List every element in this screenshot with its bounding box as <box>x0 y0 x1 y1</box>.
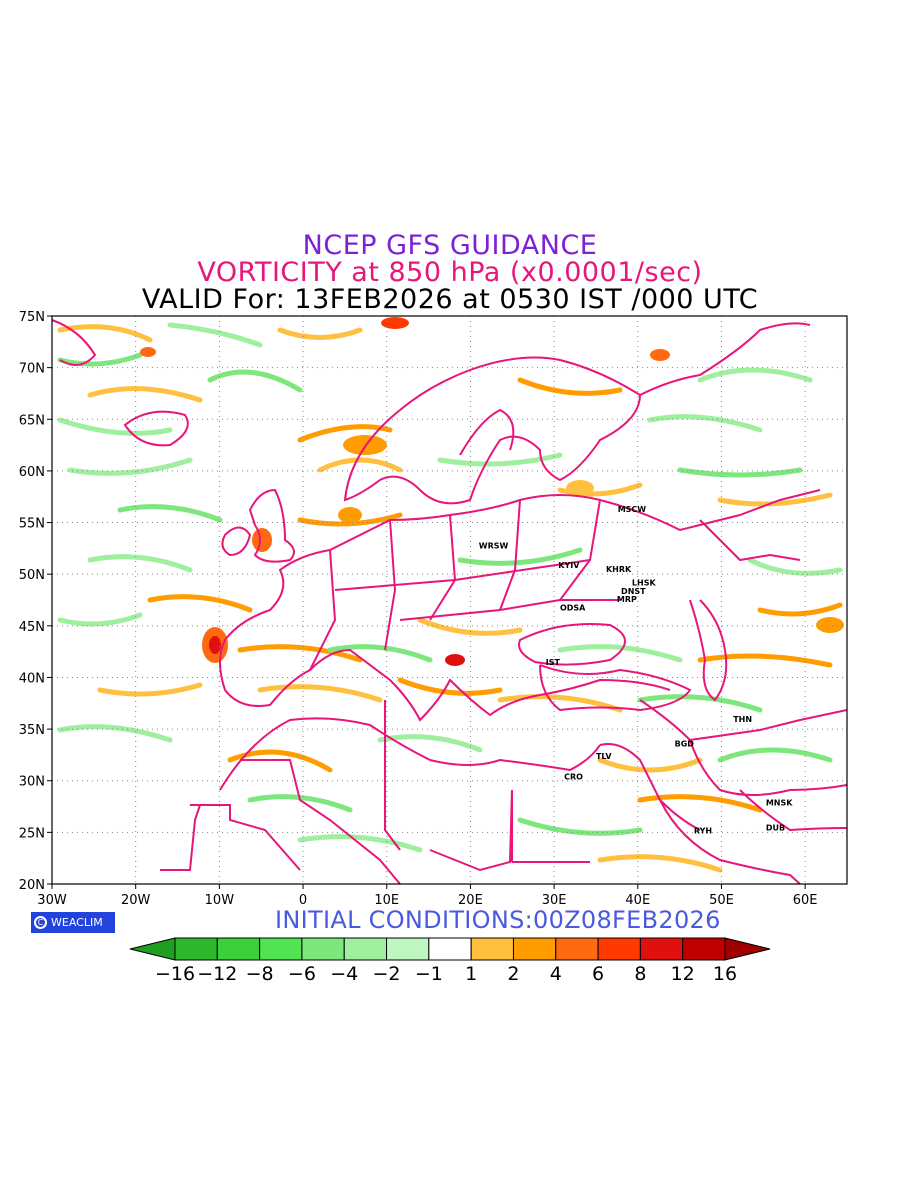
city-label: THN <box>733 715 752 724</box>
vorticity-field-layer <box>57 317 844 873</box>
weaclim-logo-text: WEACLIM <box>51 916 103 929</box>
y-tick-label: 50N <box>19 568 45 583</box>
y-tick-label: 55N <box>19 517 45 532</box>
city-label: RYH <box>694 826 712 835</box>
city-label: MRP <box>617 595 637 604</box>
y-tick-label: 75N <box>19 310 45 325</box>
x-tick-label: 60E <box>793 893 818 908</box>
city-label: BGD <box>675 740 695 749</box>
x-tick-label: 30E <box>542 893 567 908</box>
y-tick-label: 60N <box>19 465 45 480</box>
country-borders <box>52 319 847 884</box>
x-tick-label: 40E <box>625 893 650 908</box>
map-frame <box>51 315 848 885</box>
city-label: CRO <box>564 773 583 782</box>
initial-conditions-label: INITIAL CONDITIONS:00Z08FEB2026 <box>275 906 721 934</box>
city-label: DUB <box>766 823 785 832</box>
city-label: MSCW <box>618 505 647 514</box>
city-label: DNST <box>621 587 646 596</box>
y-tick-label: 40N <box>19 671 45 686</box>
x-tick-label: 10E <box>374 893 399 908</box>
lat-lon-grid <box>52 316 847 884</box>
y-tick-label: 65N <box>19 413 45 428</box>
x-tick-label: 20W <box>121 893 151 908</box>
y-tick-label: 30N <box>19 775 45 790</box>
chart-title: NCEP GFS GUIDANCE <box>302 230 598 261</box>
x-tick-label: 30W <box>37 893 67 908</box>
city-label: MNSK <box>766 799 793 808</box>
city-label: ODSA <box>560 603 586 612</box>
y-axis: 20N 25N 30N 35N 40N 45N 50N 55N 60N 65N 70N 75N <box>19 310 52 893</box>
city-label: IST <box>546 658 561 667</box>
x-tick-label: 50E <box>709 893 734 908</box>
y-tick-label: 35N <box>19 723 45 738</box>
x-tick-label: 0 <box>299 893 307 908</box>
city-label: KYIV <box>558 561 580 570</box>
x-tick-label: 10W <box>205 893 235 908</box>
x-tick-label: 20E <box>458 893 483 908</box>
chart-subtitle-valid-time: VALID For: 13FEB2026 at 0530 IST /000 UT… <box>141 284 759 315</box>
city-label: KHRK <box>606 565 632 574</box>
y-tick-label: 45N <box>19 620 45 635</box>
city-label: LHSK <box>632 579 657 588</box>
city-label: TLV <box>596 752 612 761</box>
weaclim-logo: C WEACLIM <box>31 912 115 933</box>
chart-subtitle-variable: VORTICITY at 850 hPa (x0.0001/sec) <box>197 257 703 288</box>
weaclim-logo-icon: C <box>34 916 47 929</box>
y-tick-label: 70N <box>19 362 45 377</box>
y-tick-label: 20N <box>19 878 45 893</box>
x-axis: 30W 20W 10W 0 10E 20E 30E 40E 50E 60E <box>37 884 818 908</box>
y-tick-label: 25N <box>19 826 45 841</box>
city-label: WRSW <box>479 541 509 550</box>
